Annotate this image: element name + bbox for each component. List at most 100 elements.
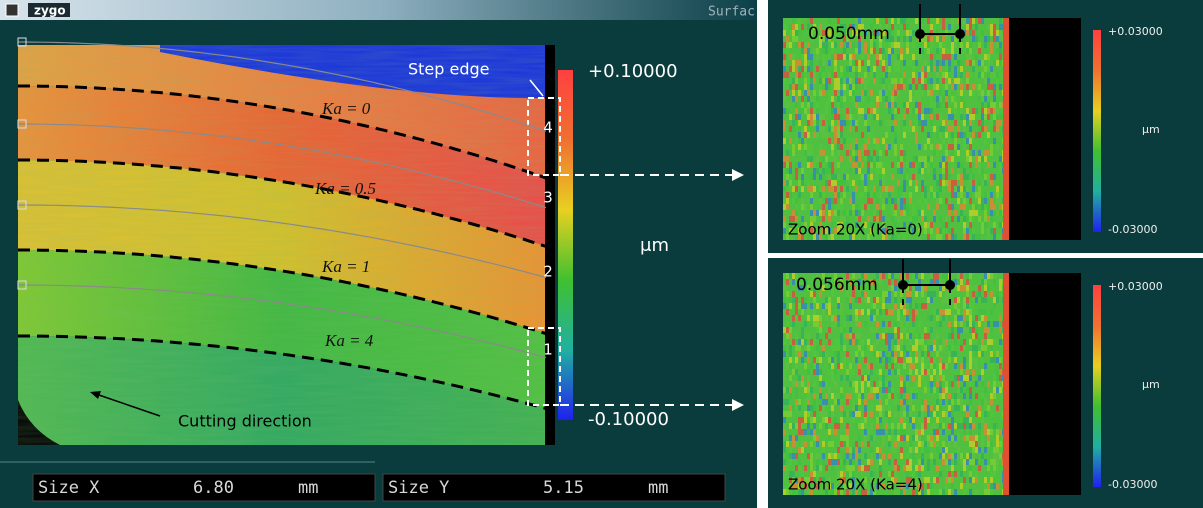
zoom-pixel (885, 309, 888, 315)
zoom-pixel (795, 66, 798, 72)
zoom-pixel (999, 357, 1002, 363)
zoom-pixel (882, 138, 885, 144)
zoom-pixel (921, 363, 924, 369)
zoom-pixel (795, 405, 798, 411)
zoom-pixel (930, 489, 933, 495)
zoom-pixel (849, 120, 852, 126)
zoom-pixel (900, 144, 903, 150)
zoom-pixel (804, 441, 807, 447)
zoom-pixel (798, 465, 801, 471)
zoom-pixel (804, 84, 807, 90)
zoom-pixel (894, 42, 897, 48)
zoom-pixel (861, 351, 864, 357)
zoom-pixel (807, 369, 810, 375)
zoom-pixel (783, 465, 786, 471)
zoom-pixel (900, 429, 903, 435)
zoom-pixel (795, 381, 798, 387)
screenshot: zygo Surfac +0.10000 μm -0.10000 Step ed… (0, 0, 1203, 508)
zoom-pixel (831, 315, 834, 321)
zoom-pixel (972, 216, 975, 222)
status-label: Size X (38, 478, 100, 498)
zoom-pixel (879, 162, 882, 168)
zoom-pixel (969, 210, 972, 216)
zoom-pixel (990, 66, 993, 72)
zoom-pixel (930, 144, 933, 150)
zoom-pixel (792, 36, 795, 42)
zoom-pixel (939, 471, 942, 477)
zoom-pixel (951, 162, 954, 168)
zoom-pixel (876, 138, 879, 144)
zoom-pixel (996, 357, 999, 363)
zoom-pixel (894, 435, 897, 441)
zoom-pixel (819, 405, 822, 411)
zoom-pixel (813, 186, 816, 192)
zoom-pixel (954, 186, 957, 192)
zoom-pixel (828, 429, 831, 435)
zoom-pixel (915, 369, 918, 375)
zoom-pixel (891, 351, 894, 357)
zoom-pixel (828, 162, 831, 168)
zoom-pixel (798, 18, 801, 24)
window-title: Surfac (708, 5, 755, 20)
zoom-pixel (996, 405, 999, 411)
zoom-pixel (915, 138, 918, 144)
zoom-pixel (810, 363, 813, 369)
zoom-pixel (951, 399, 954, 405)
zoom-pixel (783, 339, 786, 345)
zoom-pixel (987, 441, 990, 447)
zoom-pixel (984, 198, 987, 204)
zoom-pixel (963, 285, 966, 291)
zoom-caption: Zoom 20X (Ka=4) (788, 476, 923, 494)
zoom-pixel (960, 72, 963, 78)
zoom-pixel (951, 186, 954, 192)
zoom-pixel (936, 228, 939, 234)
zoom-pixel (939, 60, 942, 66)
zoom-pixel (891, 126, 894, 132)
zoom-pixel (810, 417, 813, 423)
zoom-pixel (804, 204, 807, 210)
zone-label: Ka = 4 (324, 331, 374, 350)
zoom-pixel (831, 90, 834, 96)
zoom-pixel (873, 48, 876, 54)
zoom-pixel (897, 339, 900, 345)
zoom-pixel (972, 357, 975, 363)
zoom-pixel (948, 228, 951, 234)
zoom-pixel (810, 387, 813, 393)
zoom-pixel (978, 18, 981, 24)
zoom-pixel (894, 279, 897, 285)
zoom-pixel (795, 435, 798, 441)
zoom-pixel (813, 435, 816, 441)
zoom-pixel (828, 180, 831, 186)
zoom-pixel (864, 186, 867, 192)
zoom-pixel (987, 285, 990, 291)
zoom-pixel (984, 78, 987, 84)
close-button[interactable] (6, 4, 18, 16)
zoom-pixel (888, 279, 891, 285)
zoom-pixel (894, 459, 897, 465)
zoom-pixel (963, 357, 966, 363)
zoom-pixel (984, 399, 987, 405)
zoom-pixel (945, 120, 948, 126)
zoom-pixel (804, 60, 807, 66)
zoom-pixel (834, 345, 837, 351)
zoom-pixel (921, 120, 924, 126)
zoom-pixel (837, 78, 840, 84)
zoom-pixel (909, 291, 912, 297)
zoom-pixel (933, 489, 936, 495)
zoom-pixel (969, 465, 972, 471)
zoom-pixel (945, 180, 948, 186)
zoom-pixel (807, 180, 810, 186)
zoom-pixel (810, 72, 813, 78)
zoom-pixel (879, 54, 882, 60)
zoom-pixel (972, 210, 975, 216)
zoom-pixel (924, 48, 927, 54)
zoom-pixel (960, 102, 963, 108)
zoom-pixel (996, 90, 999, 96)
zoom-pixel (798, 66, 801, 72)
zoom-pixel (831, 441, 834, 447)
zoom-pixel (897, 369, 900, 375)
zoom-pixel (930, 90, 933, 96)
zoom-pixel (810, 465, 813, 471)
zoom-pixel (834, 417, 837, 423)
zoom-pixel (987, 210, 990, 216)
